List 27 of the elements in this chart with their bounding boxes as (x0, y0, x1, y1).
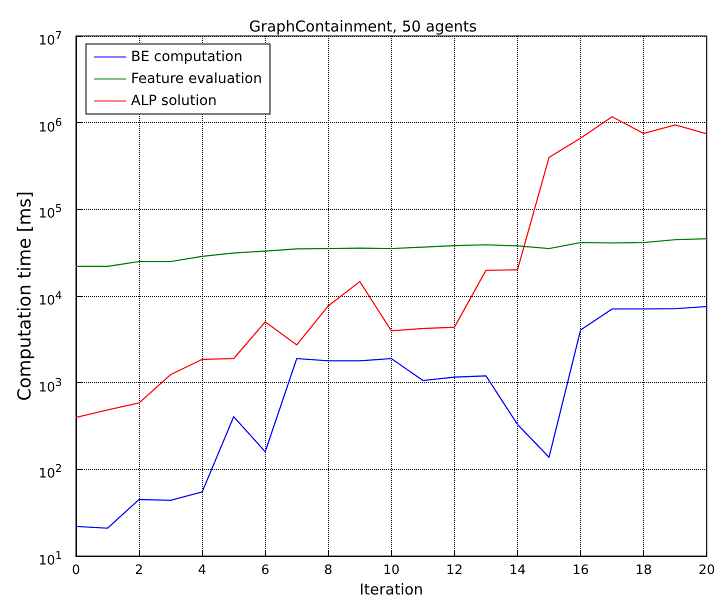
line-series (75, 238, 708, 267)
chart-title: GraphContainment, 50 agents (249, 18, 478, 36)
y-tick-label: 10$^{5}$ (38, 201, 62, 224)
x-tick-label: 16 (572, 563, 589, 578)
x-axis-title: Iteration (360, 580, 424, 598)
y-tick-label: 10$^{2}$ (38, 461, 62, 484)
y-tick-label: 10$^{4}$ (38, 288, 62, 310)
y-tick-label: 10$^{6}$ (38, 114, 62, 137)
y-tick-label: 10$^{7}$ (38, 28, 62, 50)
x-tick-label: 0 (72, 563, 80, 578)
legend-label: ALP solution (131, 93, 217, 109)
x-tick-label: 18 (635, 563, 652, 578)
y-tick-label: 10$^{3}$ (38, 374, 62, 398)
x-tick-label: 10 (383, 563, 400, 578)
y-axis-title: Computation time [ms] (14, 191, 36, 401)
x-tick-label: 14 (509, 563, 526, 578)
x-tick-label: 12 (446, 563, 463, 578)
x-tick-label: 4 (198, 563, 206, 578)
x-tick-label: 6 (261, 563, 270, 578)
y-tick-label: 10$^{1}$ (38, 548, 62, 570)
line-series (75, 306, 708, 529)
x-tick-label: 2 (134, 563, 144, 578)
line-series (75, 116, 708, 418)
x-tick-label: 20 (698, 563, 715, 578)
legend-label: BE computation (131, 49, 242, 65)
legend-label: Feature evaluation (131, 71, 262, 87)
x-tick-label: 8 (324, 563, 332, 578)
